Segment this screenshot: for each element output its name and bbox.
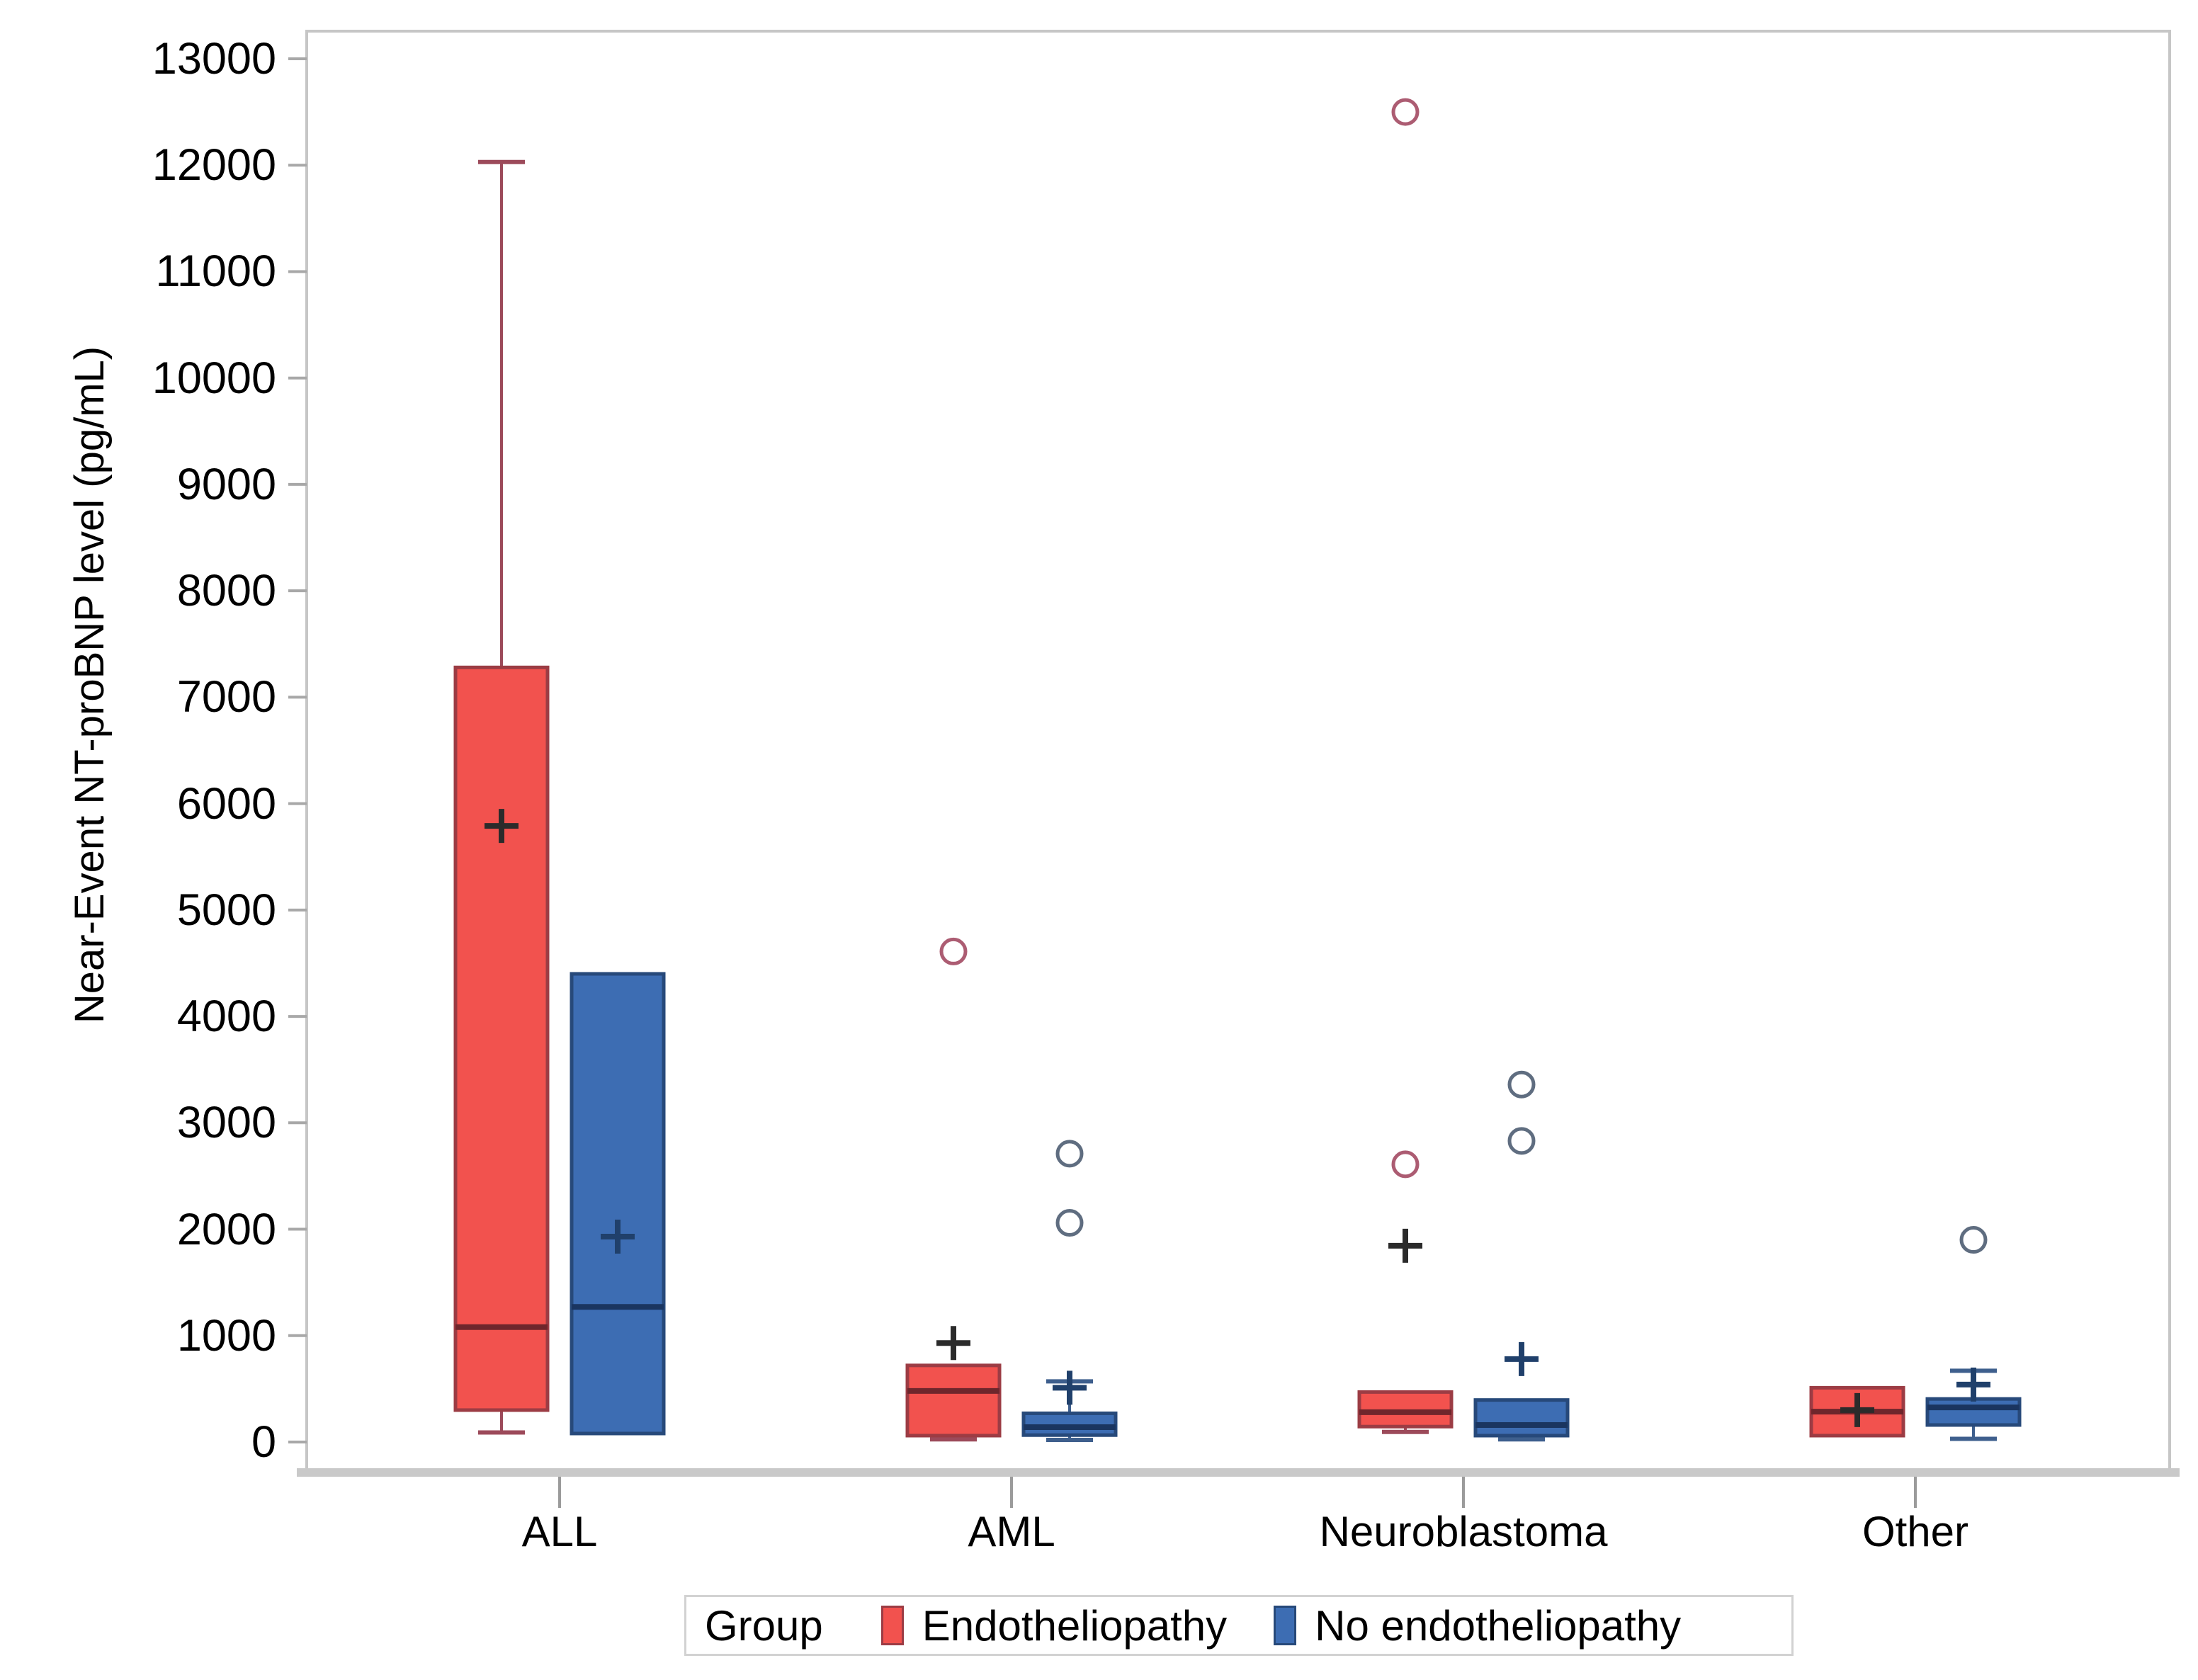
y-tick-label: 10000 [152,353,276,403]
box-rect [1473,1398,1570,1438]
plot-frame [297,30,2180,1477]
y-axis-title: Near-Event NT-proBNP level (pg/mL) [67,346,113,1024]
y-tick-label: 3000 [176,1098,276,1148]
legend-swatch-no-endotheliopathy [1274,1606,1297,1645]
outlier-point [939,937,968,965]
box-rect [453,665,550,1412]
y-tick-label: 2000 [176,1204,276,1254]
box-endotheliopathy-other [1809,1385,1905,1438]
legend: Group Endotheliopathy No endotheliopathy [684,1595,1794,1656]
box-rect [1021,1411,1118,1437]
box-rect [1357,1390,1454,1429]
y-tick-label: 11000 [155,246,276,297]
axis-ticks [288,57,1917,1508]
legend-label-endotheliopathy: Endotheliopathy [922,1601,1228,1650]
x-category-label: AML [968,1508,1055,1555]
y-tick-label: 0 [251,1417,276,1467]
box-rect [905,1363,1002,1438]
outlier-point [1959,1226,1988,1254]
y-tick-label: 9000 [176,459,276,509]
box-rect [1925,1397,2022,1427]
box-endotheliopathy-neuroblastoma [1357,98,1454,1434]
x-category-label: Neuroblastoma [1319,1508,1608,1555]
y-tick-label: 5000 [176,885,276,935]
box-no-endotheliopathy-aml [1021,1140,1118,1442]
box-no-endotheliopathy-other [1925,1226,2022,1441]
legend-label-no-endotheliopathy: No endotheliopathy [1315,1601,1682,1650]
box-no-endotheliopathy-neuroblastoma [1473,1070,1570,1442]
box-endotheliopathy-all [453,159,550,1435]
y-tick-label: 12000 [152,140,276,191]
outlier-point [1507,1127,1536,1155]
y-tick-label: 6000 [176,778,276,829]
y-tick-label: 13000 [152,33,276,84]
box-series [453,98,2022,1442]
outlier-point [1055,1140,1084,1168]
y-tick-label: 7000 [176,672,276,722]
outlier-point [1055,1209,1084,1237]
box-no-endotheliopathy-all [570,972,666,1436]
outlier-point [1391,98,1420,126]
box-rect [570,972,666,1436]
x-category-label: ALL [521,1508,598,1555]
x-category-label: Other [1862,1508,1969,1555]
legend-title: Group [705,1601,823,1650]
legend-swatch-endotheliopathy [880,1606,904,1645]
y-tick-label: 8000 [176,566,276,616]
y-tick-label: 4000 [176,992,276,1042]
outlier-point [1507,1070,1536,1099]
outlier-point [1391,1150,1420,1179]
box-endotheliopathy-aml [905,937,1002,1442]
y-tick-label: 1000 [176,1310,276,1361]
